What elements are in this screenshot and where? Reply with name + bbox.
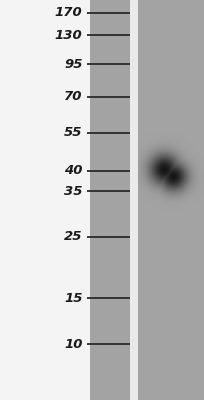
Text: 170: 170 bbox=[55, 6, 83, 19]
Text: 40: 40 bbox=[64, 164, 83, 177]
Text: 130: 130 bbox=[55, 29, 83, 42]
Text: 10: 10 bbox=[64, 338, 83, 350]
Text: 70: 70 bbox=[64, 90, 83, 103]
Text: 25: 25 bbox=[64, 230, 83, 243]
Text: 15: 15 bbox=[64, 292, 83, 304]
Text: 55: 55 bbox=[64, 126, 83, 139]
Text: 35: 35 bbox=[64, 185, 83, 198]
Text: 95: 95 bbox=[64, 58, 83, 70]
